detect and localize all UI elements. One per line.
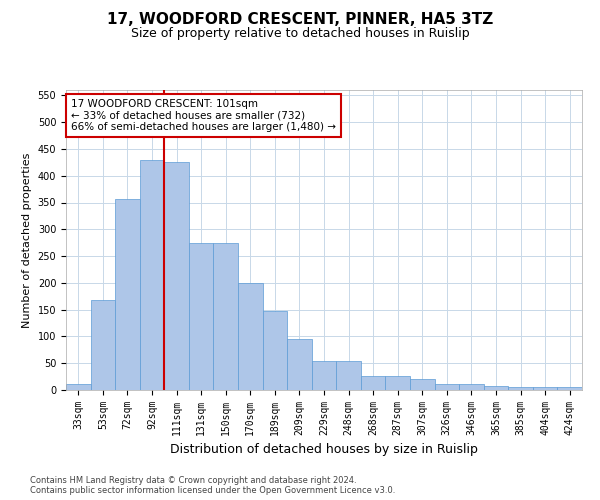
Text: 17 WOODFORD CRESCENT: 101sqm
← 33% of detached houses are smaller (732)
66% of s: 17 WOODFORD CRESCENT: 101sqm ← 33% of de… <box>71 99 336 132</box>
Bar <box>164 162 189 390</box>
Bar <box>508 388 533 390</box>
Bar <box>484 386 508 390</box>
Bar <box>410 380 434 390</box>
Bar <box>214 242 238 390</box>
Bar <box>189 242 214 390</box>
Text: 17, WOODFORD CRESCENT, PINNER, HA5 3TZ: 17, WOODFORD CRESCENT, PINNER, HA5 3TZ <box>107 12 493 28</box>
Bar <box>361 376 385 390</box>
Text: Contains HM Land Registry data © Crown copyright and database right 2024.
Contai: Contains HM Land Registry data © Crown c… <box>30 476 395 495</box>
Bar <box>287 339 312 390</box>
Bar <box>238 283 263 390</box>
Bar <box>557 388 582 390</box>
Bar <box>91 300 115 390</box>
Bar <box>459 384 484 390</box>
Bar <box>115 198 140 390</box>
Bar <box>336 360 361 390</box>
Bar <box>140 160 164 390</box>
Y-axis label: Number of detached properties: Number of detached properties <box>22 152 32 328</box>
Bar <box>312 360 336 390</box>
Bar <box>66 384 91 390</box>
Bar <box>434 384 459 390</box>
Bar <box>385 376 410 390</box>
Text: Size of property relative to detached houses in Ruislip: Size of property relative to detached ho… <box>131 28 469 40</box>
Bar <box>263 310 287 390</box>
X-axis label: Distribution of detached houses by size in Ruislip: Distribution of detached houses by size … <box>170 444 478 456</box>
Bar <box>533 388 557 390</box>
